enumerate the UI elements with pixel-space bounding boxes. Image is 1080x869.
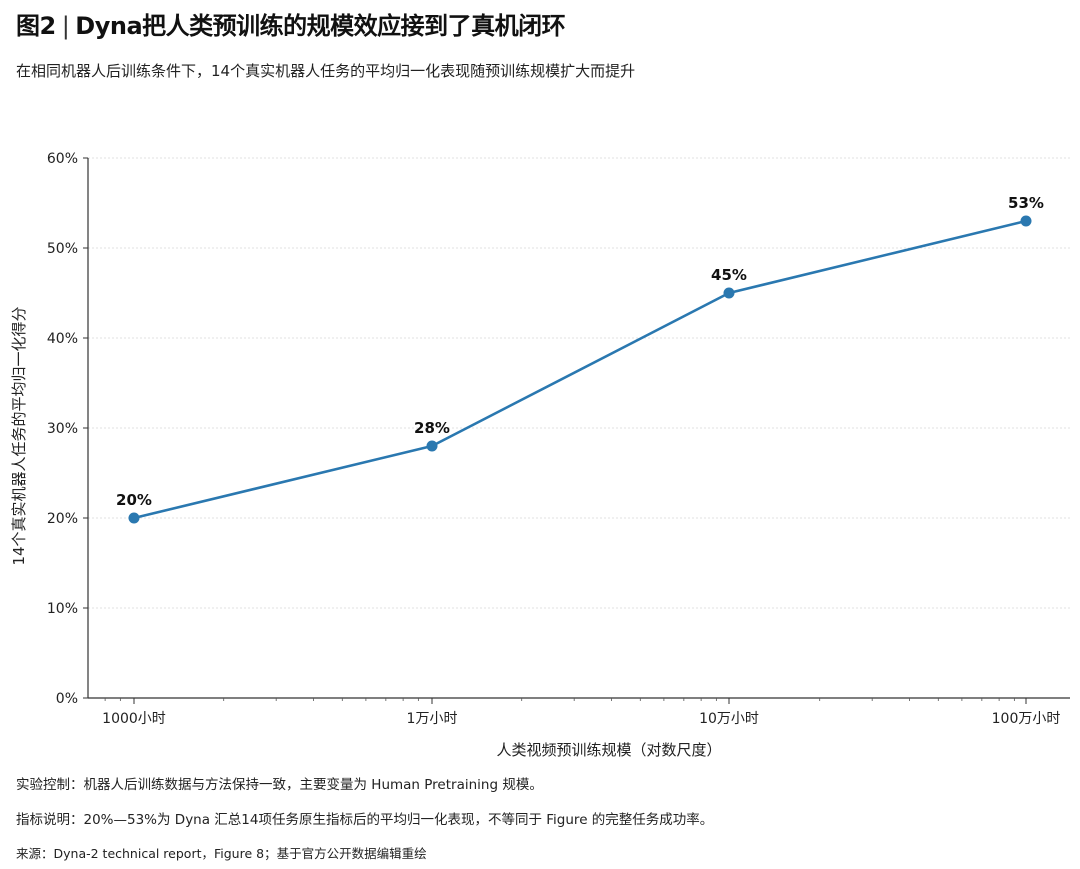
data-point — [128, 512, 140, 524]
y-tick-label: 20% — [47, 511, 78, 527]
data-label: 20% — [116, 491, 152, 509]
x-tick-label: 10万小时 — [699, 711, 759, 727]
data-label: 45% — [711, 266, 747, 284]
line-chart: 0% 10% 20% 30% 40% 50% 60% 1000小时 1万小时 10万小时 100万小… — [10, 151, 1070, 759]
y-tick-label: 10% — [47, 601, 78, 617]
figure-label: 图2 — [16, 12, 56, 40]
title-separator: | — [61, 12, 70, 40]
y-axis-title: 14个真实机器人任务的平均归一化得分 — [10, 306, 28, 565]
y-tick-label: 60% — [47, 151, 78, 167]
data-label: 28% — [414, 419, 450, 437]
chart-title: 图2 | Dyna把人类预训练的规模效应接到了真机闭环 — [16, 6, 566, 41]
data-point — [1020, 215, 1032, 227]
y-tick-label: 50% — [47, 241, 78, 257]
data-point — [723, 287, 735, 299]
chart-subtitle: 在相同机器人后训练条件下，14个真实机器人任务的平均归一化表现随预训练规模扩大而… — [16, 62, 636, 80]
data-point — [426, 440, 438, 452]
x-tick-label: 1万小时 — [407, 711, 458, 727]
title-text: Dyna把人类预训练的规模效应接到了真机闭环 — [75, 12, 566, 40]
y-tick-label: 30% — [47, 421, 78, 437]
y-tick-label: 40% — [47, 331, 78, 347]
x-tick-label: 100万小时 — [992, 711, 1061, 727]
footnote-metric-description: 指标说明：20%—53%为 Dyna 汇总14项任务原生指标后的平均归一化表现，… — [16, 812, 714, 828]
footnote-experiment-control: 实验控制：机器人后训练数据与方法保持一致，主要变量为 Human Pretrai… — [16, 777, 543, 793]
series-line — [133, 219, 1027, 520]
y-tick-label: 0% — [56, 691, 78, 707]
source-note: 来源：Dyna-2 technical report，Figure 8；基于官方… — [16, 846, 427, 861]
data-label: 53% — [1008, 194, 1044, 212]
x-axis-title: 人类视频预训练规模（对数尺度） — [496, 741, 721, 759]
x-tick-label: 1000小时 — [102, 711, 166, 727]
